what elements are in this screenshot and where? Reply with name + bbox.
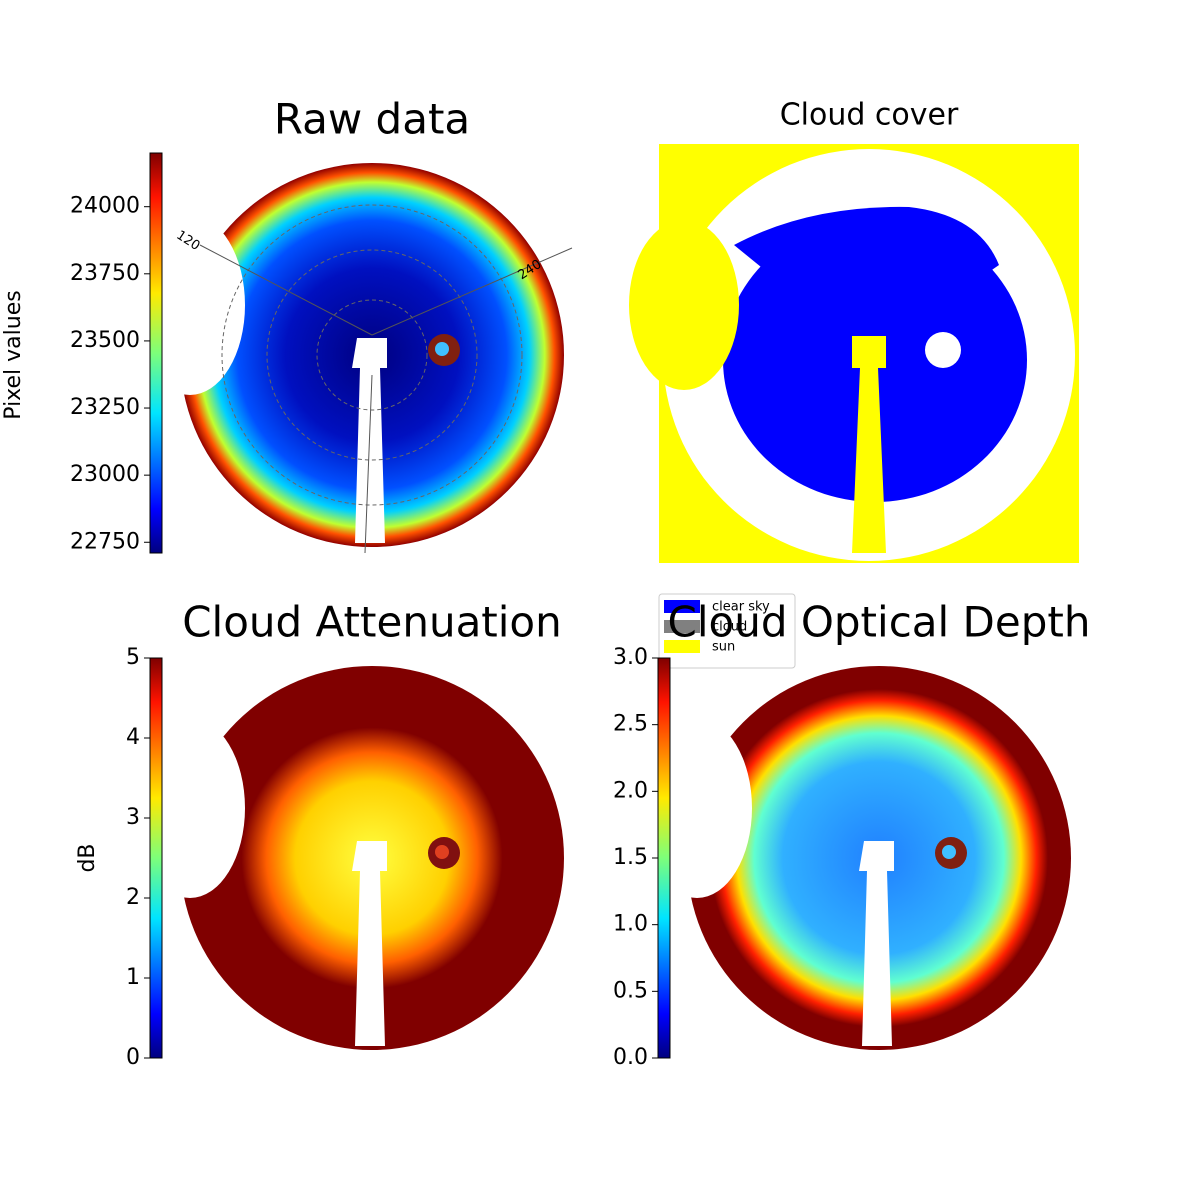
colorbar-tick-label: 22750 (70, 529, 140, 554)
panel-image (135, 163, 573, 554)
colorbar-tick-label: 1 (126, 965, 140, 990)
colorbar-tick-label: 23000 (70, 462, 140, 487)
colorbar-tick-label: 0.5 (613, 978, 648, 1003)
panel-title: Cloud Attenuation (182, 598, 562, 647)
left-cutout (629, 220, 739, 390)
colorbar (149, 152, 163, 554)
panel-title: Cloud Optical Depth (668, 598, 1091, 647)
colorbar (657, 657, 671, 1059)
panel-title: Raw data (274, 95, 470, 144)
panel-image (629, 144, 1079, 563)
sun-core (942, 845, 956, 859)
polar-spoke (199, 244, 373, 336)
polar-spoke (371, 247, 573, 336)
sun-core (435, 845, 449, 859)
colorbar-tick-label: 1.0 (613, 912, 648, 937)
colorbar-tick-label: 23250 (70, 395, 140, 420)
colorbar-tick-label: 24000 (70, 194, 140, 219)
colorbar-label: Pixel values (1, 290, 26, 419)
colorbar-tick-label: 4 (126, 725, 140, 750)
legend-swatch (664, 640, 700, 653)
polar-ring (316, 299, 428, 411)
colorbar-tick-label: 3 (126, 805, 140, 830)
colorbar-tick-label: 0.0 (613, 1045, 648, 1070)
legend-label: cloud (712, 620, 747, 635)
polar-ring (266, 249, 478, 461)
colorbar-tick-label: 23500 (70, 328, 140, 353)
colorbar-tick-label: 1.5 (613, 845, 648, 870)
panel-title: Cloud cover (780, 98, 959, 133)
colorbar-tick-label: 2.0 (613, 778, 648, 803)
panel-image (135, 666, 564, 1050)
sun-disk (925, 332, 961, 368)
mast (852, 336, 886, 553)
clear-sky-edge (734, 206, 999, 355)
legend-label: clear sky (712, 600, 770, 615)
mast (352, 841, 387, 1046)
colorbar-tick-label: 2 (126, 885, 140, 910)
legend-swatch (664, 620, 700, 633)
colorbar-tick-label: 5 (126, 645, 140, 670)
sun-core (435, 342, 449, 356)
panel-image (642, 666, 1071, 1050)
colorbar-tick-label: 0 (126, 1045, 140, 1070)
colorbar-tick-label: 2.5 (613, 712, 648, 737)
colorbar (149, 657, 163, 1059)
legend-swatch (664, 600, 700, 613)
colorbar-label: dB (75, 843, 100, 872)
polar-ring (221, 204, 523, 506)
polar-spoke (364, 374, 373, 554)
colorbar-tick-label: 23750 (70, 261, 140, 286)
colorbar-tick-label: 3.0 (613, 645, 648, 670)
mast (859, 841, 894, 1046)
legend-label: sun (712, 640, 735, 655)
